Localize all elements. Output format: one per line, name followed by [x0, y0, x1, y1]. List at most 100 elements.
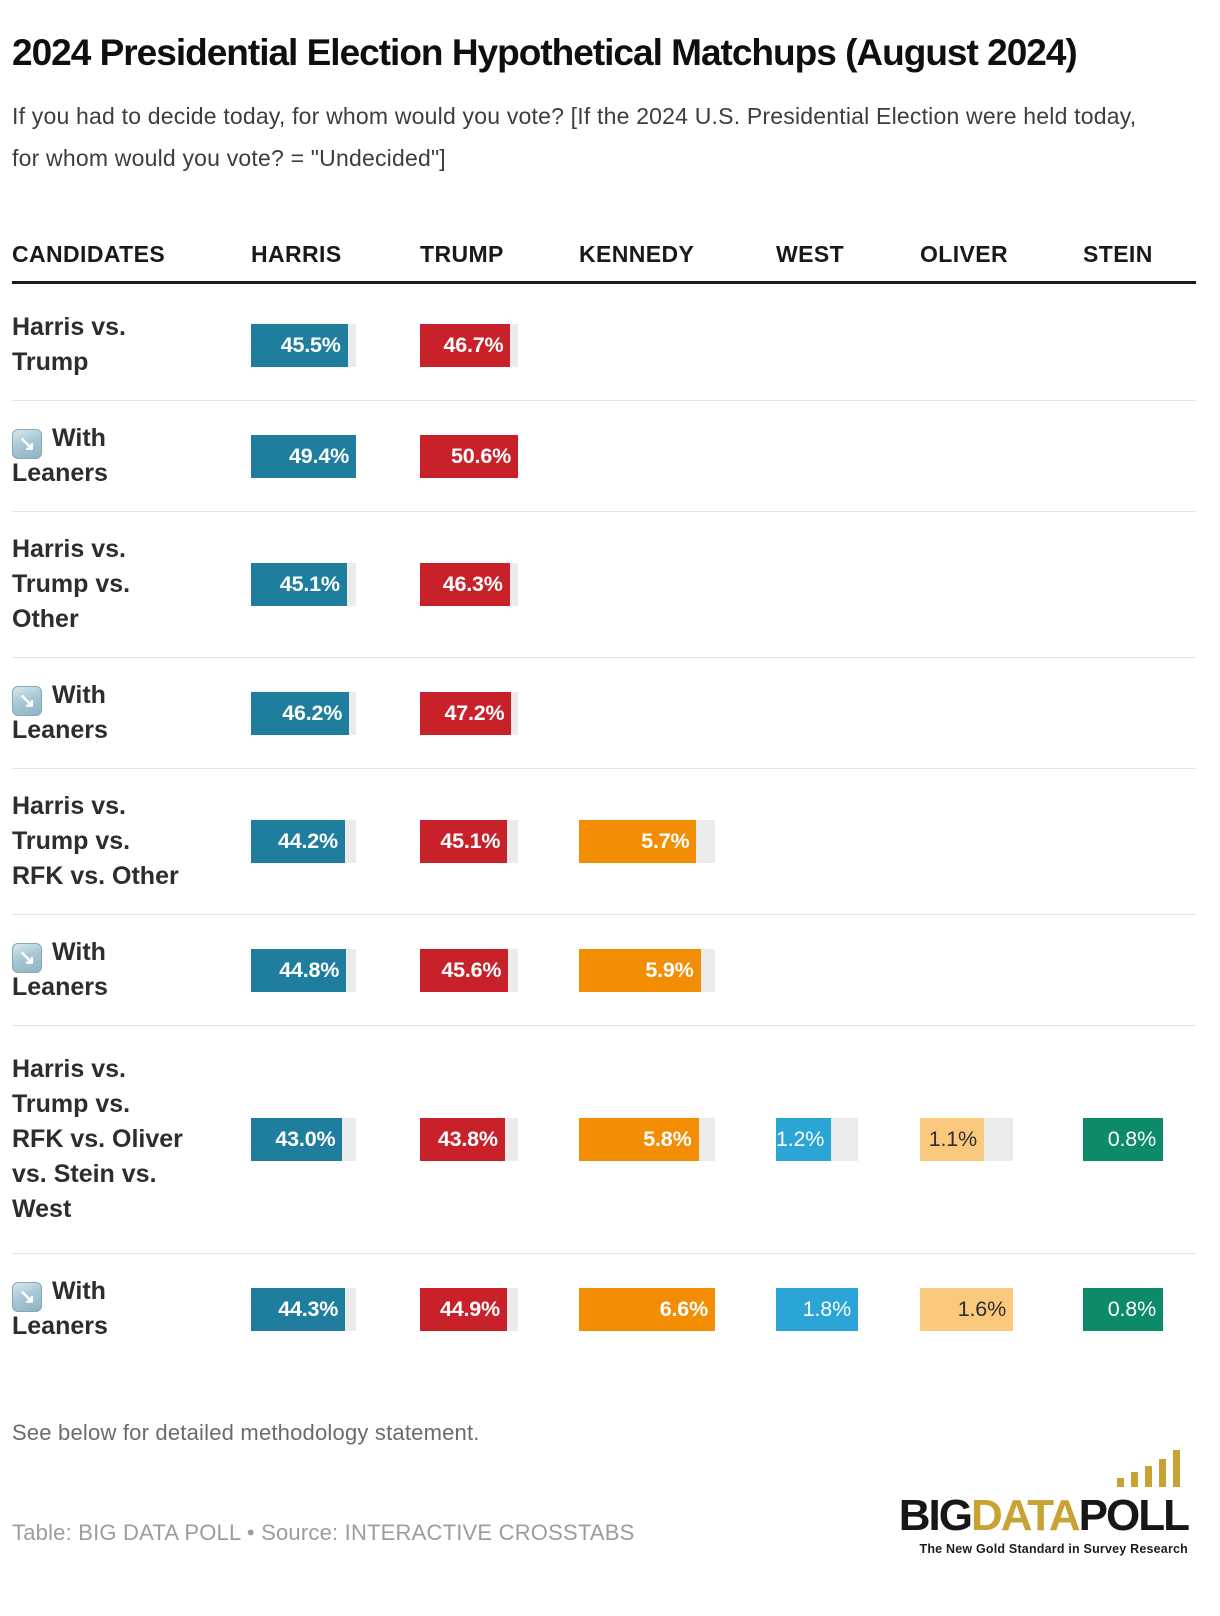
row-label: Harris vs. Trump vs. Other: [12, 532, 251, 637]
leaner-arrow-icon: ↘: [12, 686, 42, 716]
matchup-row: ↘ With Leaners 44.3% 44.9% 6.6% 1.8% 1.6% 0.8%: [12, 1253, 1196, 1364]
bar-cell-harris: 43.0%: [251, 1118, 420, 1161]
bar-stein: 0.8%: [1083, 1287, 1163, 1331]
bar-cell-harris: 45.5%: [251, 323, 420, 367]
bar-harris: 44.2%: [251, 820, 345, 863]
leaner-arrow-icon: ↘: [12, 1282, 42, 1312]
row-label: Harris vs. Trump: [12, 310, 251, 380]
bar-track: 0.8%: [1083, 1118, 1163, 1161]
bar-value: 46.7%: [443, 332, 504, 357]
bar-cell-stein: 0.8%: [1083, 1118, 1163, 1161]
bar-track: 46.3%: [420, 563, 518, 606]
bar-value: 6.6%: [659, 1296, 708, 1321]
bar-track: 45.5%: [251, 323, 356, 367]
logo-bar-icon: [1131, 1472, 1138, 1487]
bar-cell-west: 1.8%: [776, 1287, 920, 1331]
bar-track: 47.2%: [420, 691, 518, 735]
bar-value: 47.2%: [444, 700, 505, 725]
logo-bar-icon: [1159, 1459, 1166, 1487]
bar-value: 1.6%: [957, 1296, 1006, 1321]
bar-trump: 43.8%: [420, 1118, 505, 1161]
bar-cell-harris: 45.1%: [251, 563, 420, 606]
leaner-arrow-icon: ↘: [12, 943, 42, 973]
bar-track: 0.8%: [1083, 1287, 1163, 1331]
matchup-row: ↘ With Leaners 49.4% 50.6%: [12, 400, 1196, 511]
bar-trump: 44.9%: [420, 1287, 507, 1331]
bar-value: 44.2%: [277, 829, 338, 853]
matchup-row: Harris vs. Trump vs. Other 45.1% 46.3%: [12, 511, 1196, 657]
header-cell-oliver: OLIVER: [920, 241, 1009, 267]
bar-cell-trump: 46.7%: [420, 323, 579, 367]
footer: Table: BIG DATA POLL • Source: INTERACTI…: [12, 1450, 1196, 1556]
bar-cell-west: 1.2%: [776, 1118, 920, 1161]
bar-value: 44.3%: [278, 1296, 339, 1321]
bar-value: 46.3%: [442, 572, 503, 596]
bar-track: 1.1%: [920, 1118, 1013, 1161]
bar-kennedy: 6.6%: [579, 1287, 715, 1331]
bar-track: 5.8%: [579, 1118, 715, 1161]
bar-value: 45.1%: [279, 572, 340, 596]
logo-bar-icon: [1117, 1478, 1124, 1487]
bar-track: 49.4%: [251, 434, 356, 478]
table-body: Harris vs. Trump 45.5% 46.7% ↘ With Leaners 4…: [12, 290, 1196, 1364]
bar-trump: 50.6%: [420, 434, 518, 478]
row-label: ↘ With Leaners: [12, 678, 251, 748]
page-subtitle: If you had to decide today, for whom wou…: [12, 103, 1137, 171]
bar-cell-trump: 50.6%: [420, 434, 579, 478]
bar-west: 1.8%: [776, 1287, 858, 1331]
logo-text-poll: POLL: [1078, 1491, 1190, 1540]
bar-track: 45.6%: [420, 948, 518, 992]
bar-cell-oliver: 1.6%: [920, 1287, 1083, 1331]
bar-value: 45.5%: [280, 332, 341, 357]
bar-value: 46.2%: [282, 700, 343, 725]
matchup-row: Harris vs. Trump vs. RFK vs. Other 44.2% 4…: [12, 768, 1196, 914]
bar-kennedy: 5.7%: [579, 820, 697, 863]
bar-track: 1.6%: [920, 1287, 1013, 1331]
header-cell-kennedy: KENNEDY: [579, 241, 695, 267]
logo-tagline: The New Gold Standard in Survey Research: [919, 1542, 1188, 1556]
bar-track: 45.1%: [251, 563, 356, 606]
bar-cell-trump: 45.1%: [420, 820, 579, 863]
row-label-text: With Leaners: [12, 938, 108, 1001]
bar-value: 5.7%: [641, 829, 690, 853]
bar-harris: 44.3%: [251, 1287, 346, 1331]
bar-cell-harris: 44.2%: [251, 820, 420, 863]
bar-value: 45.6%: [441, 957, 502, 982]
header-cell-west: WEST: [776, 241, 845, 267]
bar-value: 1.1%: [928, 1127, 977, 1151]
logo-text: BIGDATAPOLL: [899, 1491, 1190, 1540]
header-cell-trump: TRUMP: [420, 241, 504, 267]
bar-value: 5.8%: [643, 1127, 692, 1151]
bar-kennedy: 5.9%: [579, 948, 701, 992]
bar-cell-oliver: 1.1%: [920, 1118, 1083, 1161]
row-label-text: Harris vs. Trump vs. Other: [12, 535, 131, 633]
bar-stein: 0.8%: [1083, 1118, 1163, 1161]
bar-value: 0.8%: [1107, 1296, 1156, 1321]
bar-value: 43.8%: [437, 1127, 498, 1151]
bar-harris: 44.8%: [251, 948, 347, 992]
bar-cell-trump: 47.2%: [420, 691, 579, 735]
logo-text-data: DATA: [971, 1491, 1081, 1540]
leaner-arrow-icon: ↘: [12, 429, 42, 459]
bar-value: 5.9%: [645, 957, 694, 982]
row-label: Harris vs. Trump vs. RFK vs. Oliver vs. …: [12, 1052, 251, 1227]
bar-trump: 45.6%: [420, 948, 509, 992]
bar-value: 50.6%: [451, 443, 511, 468]
row-label-text: Harris vs. Trump vs. RFK vs. Oliver vs. …: [12, 1055, 183, 1223]
bar-track: 43.0%: [251, 1118, 356, 1161]
bar-track: 45.1%: [420, 820, 518, 863]
header-cell-stein: STEIN: [1083, 241, 1153, 267]
header-cell-harris: HARRIS: [251, 241, 342, 267]
bar-cell-kennedy: 5.7%: [579, 820, 776, 863]
row-label-text: With Leaners: [12, 1277, 108, 1340]
matchup-row: ↘ With Leaners 46.2% 47.2%: [12, 657, 1196, 768]
bar-cell-kennedy: 6.6%: [579, 1287, 776, 1331]
logo-bar-icon: [1173, 1450, 1180, 1487]
logo-bar-icon: [1145, 1466, 1152, 1487]
row-label: ↘ With Leaners: [12, 935, 251, 1005]
row-label: ↘ With Leaners: [12, 1274, 251, 1344]
bar-west: 1.2%: [776, 1118, 831, 1161]
bar-trump: 45.1%: [420, 820, 508, 863]
methodology-note: See below for detailed methodology state…: [12, 1420, 480, 1445]
